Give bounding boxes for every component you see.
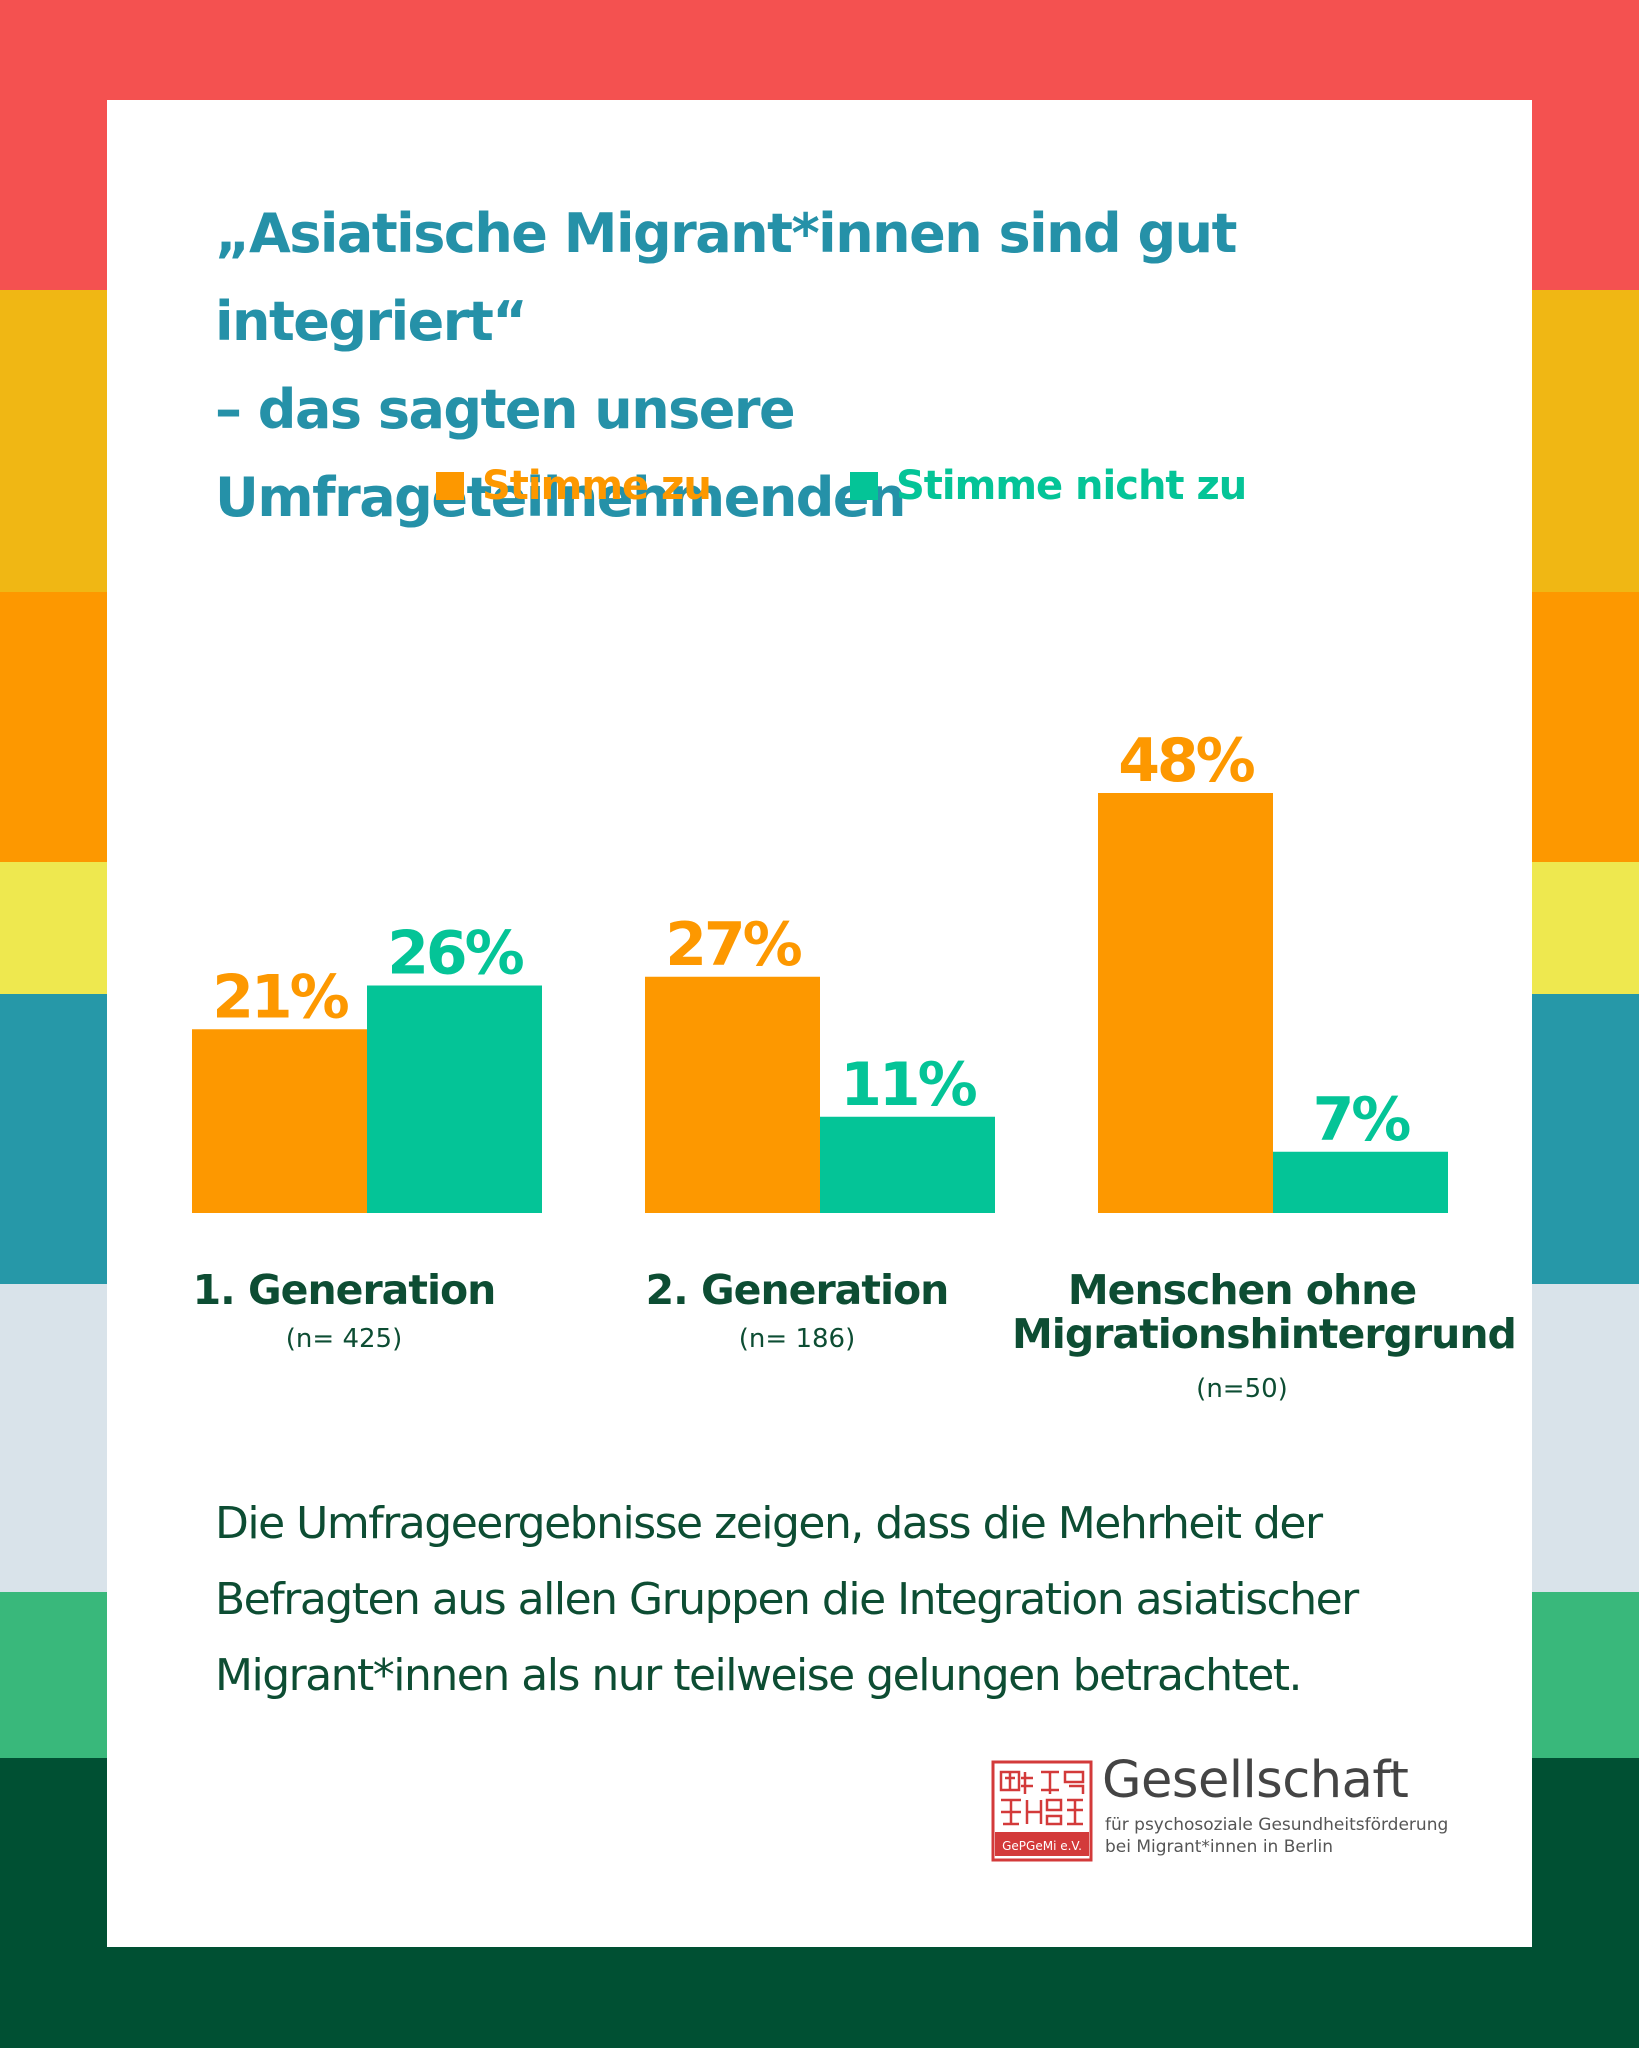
group-n-3: (n=50)	[1196, 1374, 1288, 1404]
group-n-2: (n= 186)	[738, 1324, 856, 1354]
legend-label-agree: Stimme zu	[482, 463, 712, 509]
group-label-2: 2. Generation	[622, 1268, 972, 1312]
legend-item-disagree: Stimme nicht zu	[850, 456, 1247, 516]
group-label-3: Menschen ohne Migrationshintergrund	[1012, 1266, 1517, 1356]
value-label-disagree-group-3: 7%	[1313, 1085, 1411, 1155]
organization-logo: GePGeMi e.V. Gesellschaft für psychosozi…	[991, 1751, 1471, 1900]
content-card: „Asiatische Migrant*innen sind gut integ…	[107, 100, 1532, 1947]
legend-swatch-disagree	[850, 472, 878, 500]
group-label-1: 1. Generation	[169, 1268, 519, 1312]
logo-name: Gesellschaft	[1102, 1751, 1409, 1810]
value-label-agree-group-1: 21%	[212, 962, 348, 1032]
bar-disagree-group-3	[1273, 1151, 1448, 1213]
group-label-2-text: 2. Generation	[645, 1266, 950, 1314]
legend-item-agree: Stimme zu	[436, 456, 712, 516]
summary-text: Die Umfrageergebnisse zeigen, dass die M…	[215, 1498, 1359, 1701]
group-label-1-text: 1. Generation	[192, 1266, 497, 1314]
bar-agree-group-1	[192, 1029, 367, 1213]
value-label-agree-group-3: 48%	[1118, 726, 1254, 796]
seal-footer	[995, 1832, 1089, 1856]
legend-label-disagree: Stimme nicht zu	[896, 463, 1247, 509]
title-line-1: „Asiatische Migrant*innen sind gut integ…	[215, 202, 1237, 353]
group-label-3-line-1: Menschen ohne	[1067, 1266, 1417, 1314]
group-label-3-line-2: Migrationshintergrund	[1012, 1310, 1517, 1358]
logo-subline-1: für psychosoziale Gesundheitsförderung	[1105, 1815, 1449, 1835]
bar-chart: 21% 27% 48% 26% 11% 7%	[192, 726, 1448, 1213]
title-line-2: – das sagten unsere Umfrageteilnehmenden	[215, 378, 906, 529]
value-label-disagree-group-1: 26%	[387, 919, 523, 989]
seal-border	[991, 1760, 1093, 1862]
legend-swatch-agree	[436, 472, 464, 500]
bar-disagree-group-1	[367, 985, 542, 1213]
chart-title: „Asiatische Migrant*innen sind gut integ…	[215, 190, 1435, 542]
value-label-disagree-group-2: 11%	[840, 1050, 976, 1120]
bar-disagree-group-2	[820, 1116, 995, 1213]
seal-text: GePGeMi e.V.	[1002, 1839, 1082, 1853]
value-label-agree-group-2: 27%	[665, 910, 801, 980]
logo-subline-2: bei Migrant*innen in Berlin	[1105, 1837, 1334, 1857]
group-n-1: (n= 425)	[285, 1324, 403, 1354]
legend: Stimme zu Stimme nicht zu	[107, 456, 1532, 516]
seal-pattern	[999, 1770, 1085, 1826]
seal-icon: GePGeMi e.V.	[991, 1760, 1093, 1862]
bar-agree-group-3	[1098, 793, 1273, 1213]
bar-agree-group-2	[645, 976, 820, 1213]
